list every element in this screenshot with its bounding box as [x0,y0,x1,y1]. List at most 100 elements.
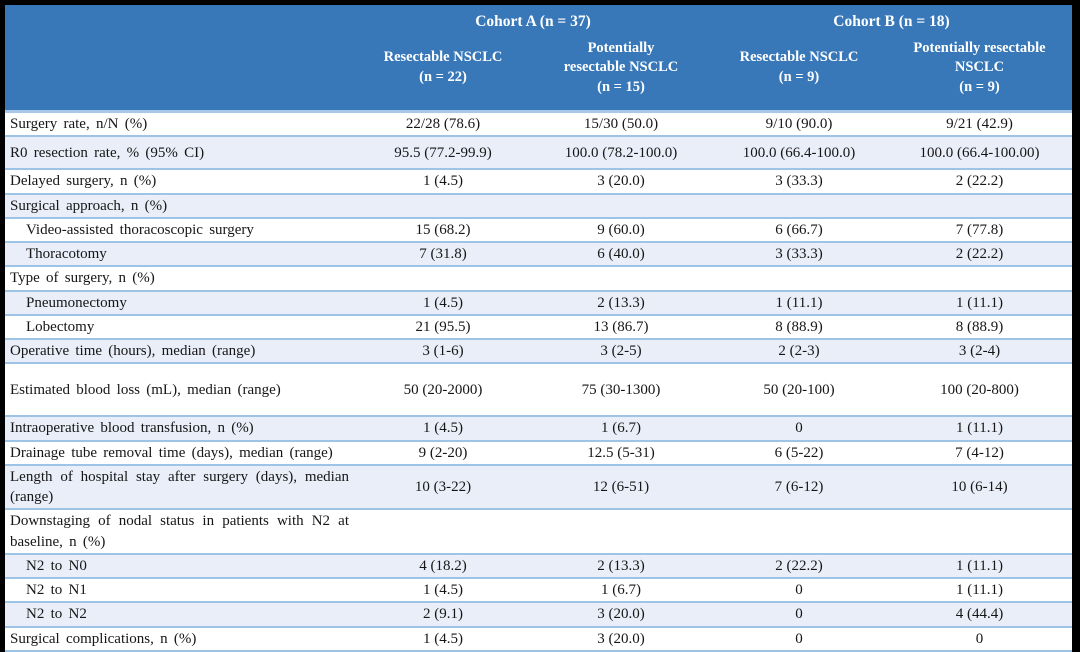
row-label: Thoracotomy [26,246,107,262]
cell-value: 4 (18.2) [419,557,467,574]
cell-value: 1 (4.5) [423,294,463,311]
cell-value: 100.0 (66.4-100.00) [919,144,1040,161]
cell-value: 7 (77.8) [955,221,1004,238]
table-row: N2 to N0 4 (18.2) 2 (13.3) 2 (22.2) 1 (1… [5,554,1072,579]
table-row: N2 to N1 1 (4.5) 1 (6.7) 0 1 (11.1) [5,579,1072,604]
cell-value: 75 (30-1300) [581,381,661,398]
cell-value: 100.0 (66.4-100.0) [742,144,856,161]
column-header-resectable-a: Resectable NSCLC (n = 22) [383,49,503,85]
cell-value [355,531,531,533]
cell-value [355,277,531,279]
cell-value: 2 (2-3) [778,343,820,359]
cell-value: 12.5 (5-31) [587,444,655,461]
row-label: Length of hospital stay after surgery (d… [10,468,349,505]
cell-value: 100.0 (78.2-100.0) [564,144,678,161]
table-row: Thoracotomy 7 (31.8) 6 (40.0) 3 (33.3) 2… [5,243,1072,268]
cell-value: 100 (20-800) [940,381,1019,398]
cell-value [887,531,1072,533]
cell-value: 1 (4.5) [423,630,463,647]
cell-value [711,531,887,533]
row-label: Downstaging of nodal status in patients … [10,513,349,550]
table-row: Drainage tube removal time (days), media… [5,441,1072,466]
cell-value: 1 (11.1) [956,294,1003,311]
table-row: N2 to N2 2 (9.1) 3 (20.0) 0 4 (44.4) [5,603,1072,628]
row-label: Type of surgery, n (%) [10,270,155,287]
table-row: Intraoperative blood transfusion, n (%) … [5,417,1072,442]
row-label: Intraoperative blood transfusion, n (%) [10,420,254,437]
row-label: R0 resection rate, % (95% CI) [10,144,205,161]
cohort-a-header: Cohort A (n = 37) [475,12,591,30]
cell-value [711,205,887,207]
header-corner-cell [5,5,355,110]
cell-value: 7 (4-12) [955,444,1004,461]
cell-value: 3 (33.3) [775,246,823,262]
row-label: Video-assisted thoracoscopic surgery [26,221,254,238]
cell-value: 9/10 (90.0) [765,116,833,132]
cell-value: 3 (33.3) [775,173,823,190]
row-label: N2 to N2 [26,606,87,623]
table-row: Surgical complications, n (%) 1 (4.5) 3 … [5,627,1072,650]
cell-value: 2 (22.2) [955,173,1004,190]
cell-value: 4 (44.4) [955,606,1004,623]
cell-value: 1 (11.1) [775,294,823,311]
table-row: Video-assisted thoracoscopic surgery 15 … [5,218,1072,243]
cell-value: 7 (31.8) [419,246,467,262]
table-row: Operative time (hours), median (range) 3… [5,340,1072,365]
row-label: Lobectomy [26,318,95,335]
cell-value: 50 (20-100) [763,381,835,398]
row-label: Surgery rate, n/N (%) [10,116,148,132]
cell-value: 6 (40.0) [597,246,645,262]
cell-value: 10 (3-22) [414,478,472,495]
cell-value: 9/21 (42.9) [946,116,1013,132]
column-header-resectable-b: Resectable NSCLC (n = 9) [739,49,859,85]
table-row: Surgery rate, n/N (%) 22/28 (78.6) 15/30… [5,113,1072,138]
cell-value: 0 [795,606,803,623]
cell-value: 9 (60.0) [597,221,645,238]
table-body: Surgery rate, n/N (%) 22/28 (78.6) 15/30… [5,113,1072,652]
table-row: Estimated blood loss (mL), median (range… [5,364,1072,418]
cell-value: 1 (11.1) [956,557,1003,574]
cell-value: 1 (6.7) [601,420,641,437]
surgical-outcomes-table: Cohort A (n = 37) Cohort B (n = 18) Rese… [5,5,1072,652]
cell-value: 3 (20.0) [597,173,645,190]
table-header: Cohort A (n = 37) Cohort B (n = 18) Rese… [5,5,1072,113]
row-label: N2 to N1 [26,582,87,598]
cell-value: 1 (11.1) [956,582,1003,598]
cell-value: 8 (88.9) [955,318,1004,335]
cell-value [887,205,1072,207]
cell-value: 6 (66.7) [775,221,823,238]
cell-value: 15 (68.2) [415,221,471,238]
cell-value: 15/30 (50.0) [583,116,659,132]
row-label: Pneumonectomy [26,294,127,311]
column-header-potentially-resectable-b: Potentially resectable NSCLC (n = 9) [913,39,1046,95]
cell-value [531,205,711,207]
cell-value: 1 (4.5) [423,582,463,598]
table-row: Delayed surgery, n (%) 1 (4.5) 3 (20.0) … [5,170,1072,195]
table-row: Length of hospital stay after surgery (d… [5,465,1072,511]
cell-value: 3 (2-4) [958,343,1001,359]
cell-value: 2 (13.3) [597,294,645,311]
cell-value: 12 (6-51) [592,478,650,495]
cell-value [531,277,711,279]
row-label: Operative time (hours), median (range) [10,343,256,359]
cohort-b-header: Cohort B (n = 18) [833,12,950,30]
table-row: Type of surgery, n (%) [5,267,1072,292]
cell-value: 10 (6-14) [951,478,1008,495]
cell-value: 3 (20.0) [597,630,645,647]
row-label: N2 to N0 [26,557,87,574]
cell-value: 2 (22.2) [775,557,823,574]
cell-value [711,277,887,279]
cell-value: 95.5 (77.2-99.9) [394,144,492,161]
cell-value: 3 (20.0) [597,606,645,623]
cell-value: 9 (2-20) [418,444,468,461]
cell-value: 3 (1-6) [422,343,464,359]
cell-value: 3 (2-5) [600,343,642,359]
table-row: R0 resection rate, % (95% CI) 95.5 (77.2… [5,137,1072,171]
cell-value: 2 (22.2) [955,246,1004,262]
cell-value: 1 (4.5) [423,420,463,437]
cell-value: 21 (95.5) [415,318,471,335]
column-header-potentially-resectable-a: Potentially resectable NSCLC (n = 15) [563,39,679,95]
row-label: Surgical approach, n (%) [10,197,168,214]
cell-value: 13 (86.7) [593,318,649,335]
cell-value [355,205,531,207]
